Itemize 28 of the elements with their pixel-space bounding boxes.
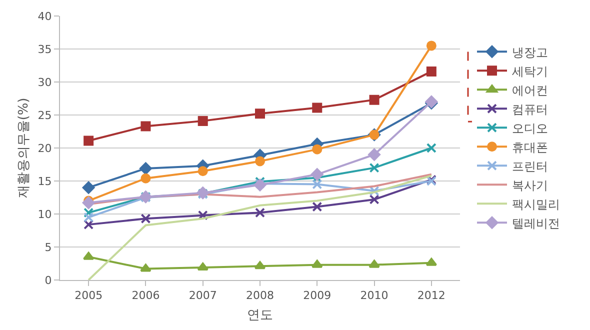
x-tick-label: 2010 xyxy=(360,289,388,302)
legend-label: 프린터 xyxy=(512,159,548,174)
y-tick-label: 30 xyxy=(38,76,52,89)
legend-label: 텔레비전 xyxy=(512,216,560,230)
y-tick-label: 25 xyxy=(38,108,52,122)
legend-label: 냉장고 xyxy=(512,45,548,60)
y-tick-label: 10 xyxy=(38,208,52,221)
legend-label: 세탁기 xyxy=(512,64,548,78)
y-tick-label: 0 xyxy=(44,274,52,287)
x-tick-label: 2012 xyxy=(417,289,446,302)
legend-label: 복사기 xyxy=(512,178,548,192)
x-tick-label: 2005 xyxy=(74,289,103,302)
y-tick-label: 20 xyxy=(38,142,52,155)
legend-label: 컴퓨터 xyxy=(512,102,548,116)
legend-label: 휴대폰 xyxy=(512,140,548,154)
y-tick-label: 15 xyxy=(38,174,52,188)
x-tick-label: 2009 xyxy=(303,289,332,302)
x-tick-label: 2007 xyxy=(188,289,217,302)
legend-label: 에어컨 xyxy=(512,83,548,98)
x-tick-label: 2006 xyxy=(132,289,160,302)
y-tick-label: 35 xyxy=(38,42,52,56)
legend-label: 오디오 xyxy=(512,121,548,136)
y-axis-title: 재활용의무율(%) xyxy=(16,98,32,198)
y-tick-label: 5 xyxy=(44,240,52,254)
y-tick-label: 40 xyxy=(38,10,52,23)
legend-label: 팩시밀리 xyxy=(512,197,560,212)
x-axis-title: 연도 xyxy=(247,308,273,323)
x-tick-label: 2008 xyxy=(246,289,274,302)
